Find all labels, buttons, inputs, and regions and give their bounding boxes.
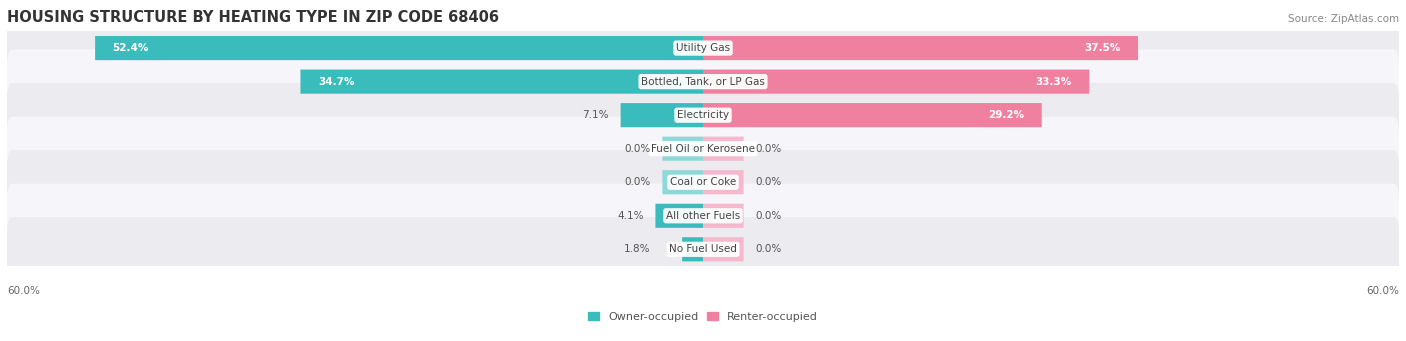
Text: No Fuel Used: No Fuel Used — [669, 244, 737, 254]
FancyBboxPatch shape — [655, 204, 703, 228]
FancyBboxPatch shape — [703, 36, 1137, 60]
FancyBboxPatch shape — [96, 36, 703, 60]
Text: 60.0%: 60.0% — [7, 286, 39, 296]
Text: 34.7%: 34.7% — [318, 77, 354, 87]
FancyBboxPatch shape — [703, 70, 1090, 94]
Text: 0.0%: 0.0% — [624, 144, 651, 154]
FancyBboxPatch shape — [7, 150, 1399, 214]
Text: 29.2%: 29.2% — [988, 110, 1025, 120]
Text: Coal or Coke: Coal or Coke — [669, 177, 737, 187]
Legend: Owner-occupied, Renter-occupied: Owner-occupied, Renter-occupied — [583, 307, 823, 326]
Text: 0.0%: 0.0% — [755, 144, 782, 154]
FancyBboxPatch shape — [7, 117, 1399, 181]
FancyBboxPatch shape — [703, 137, 744, 161]
FancyBboxPatch shape — [301, 70, 703, 94]
Text: Bottled, Tank, or LP Gas: Bottled, Tank, or LP Gas — [641, 77, 765, 87]
FancyBboxPatch shape — [703, 237, 744, 262]
FancyBboxPatch shape — [7, 217, 1399, 282]
FancyBboxPatch shape — [703, 204, 744, 228]
Text: Source: ZipAtlas.com: Source: ZipAtlas.com — [1288, 14, 1399, 24]
Text: Utility Gas: Utility Gas — [676, 43, 730, 53]
Text: 37.5%: 37.5% — [1084, 43, 1121, 53]
Text: 7.1%: 7.1% — [582, 110, 609, 120]
FancyBboxPatch shape — [7, 183, 1399, 248]
Text: 0.0%: 0.0% — [755, 211, 782, 221]
Text: All other Fuels: All other Fuels — [666, 211, 740, 221]
Text: 33.3%: 33.3% — [1036, 77, 1071, 87]
FancyBboxPatch shape — [7, 83, 1399, 147]
Text: Fuel Oil or Kerosene: Fuel Oil or Kerosene — [651, 144, 755, 154]
FancyBboxPatch shape — [703, 170, 744, 194]
Text: HOUSING STRUCTURE BY HEATING TYPE IN ZIP CODE 68406: HOUSING STRUCTURE BY HEATING TYPE IN ZIP… — [7, 10, 499, 25]
FancyBboxPatch shape — [7, 49, 1399, 114]
Text: 52.4%: 52.4% — [112, 43, 149, 53]
FancyBboxPatch shape — [7, 16, 1399, 80]
Text: 4.1%: 4.1% — [617, 211, 644, 221]
FancyBboxPatch shape — [662, 170, 703, 194]
Text: 0.0%: 0.0% — [624, 177, 651, 187]
FancyBboxPatch shape — [620, 103, 703, 127]
Text: Electricity: Electricity — [676, 110, 730, 120]
FancyBboxPatch shape — [662, 137, 703, 161]
Text: 60.0%: 60.0% — [1367, 286, 1399, 296]
Text: 0.0%: 0.0% — [755, 177, 782, 187]
Text: 0.0%: 0.0% — [755, 244, 782, 254]
FancyBboxPatch shape — [703, 103, 1042, 127]
Text: 1.8%: 1.8% — [624, 244, 651, 254]
FancyBboxPatch shape — [682, 237, 703, 262]
